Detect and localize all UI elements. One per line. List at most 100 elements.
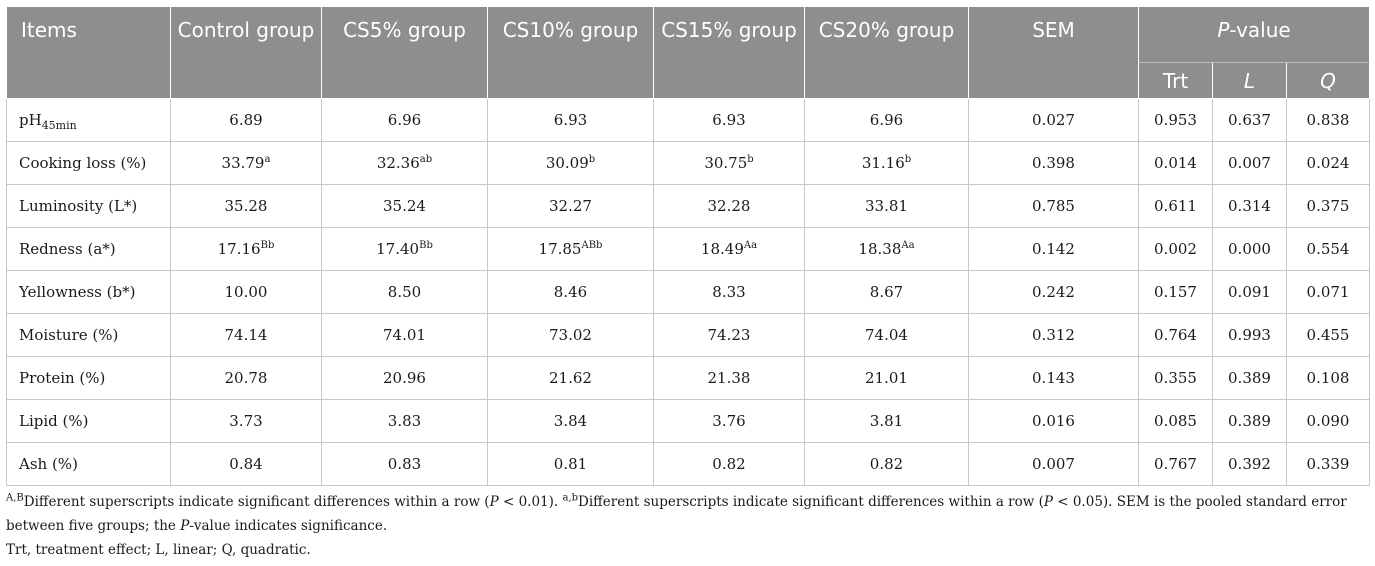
row-label-text: Luminosity (L*) — [19, 197, 138, 215]
group-value-cell: 6.96 — [804, 98, 969, 142]
row-label-subscript: 45min — [41, 119, 77, 132]
group-value-cell: 32.27 — [487, 184, 654, 228]
group-value-cell: 73.02 — [487, 313, 654, 357]
significance-superscript: Bb — [260, 240, 275, 251]
group-value-cell: 3.73 — [170, 399, 322, 443]
group-value: 0.83 — [387, 455, 422, 473]
group-value-cell: 6.93 — [653, 98, 805, 142]
table-row: Protein (%) 20.78 20.96 21.62 21.38 21.01 0.14… — [6, 356, 1371, 400]
group-value: 17.40 — [376, 240, 420, 258]
group-value-cell: 6.89 — [170, 98, 322, 142]
row-label-text: Lipid (%) — [19, 412, 89, 430]
group-value-cell: 74.04 — [804, 313, 969, 357]
table-row: Lipid (%) 3.73 3.83 3.84 3.76 3.81 0.016 0.085 0… — [6, 399, 1371, 443]
header-quadratic-label: Q — [1320, 68, 1336, 93]
group-value: 18.49 — [700, 240, 744, 258]
group-value-cell: 31.16b — [804, 141, 969, 185]
group-value-cell: 0.82 — [804, 442, 969, 486]
table-row: Redness (a*) 17.16Bb 17.40Bb 17.85ABb 18.49A… — [6, 227, 1371, 271]
table-row: pH45min 6.89 6.96 6.93 6.93 6.96 0.027 0.953 0.6… — [6, 98, 1371, 142]
pvalue-trt: 0.014 — [1138, 141, 1213, 185]
group-value-cell: 3.83 — [321, 399, 488, 443]
group-value: 74.04 — [865, 326, 908, 344]
table-row: Cooking loss (%) 33.79a 32.36ab 30.09b 30.75… — [6, 141, 1371, 185]
group-value: 74.23 — [707, 326, 751, 344]
pvalue-quadratic: 0.024 — [1285, 141, 1371, 185]
group-value-cell: 3.81 — [804, 399, 969, 443]
group-value: 6.93 — [553, 111, 588, 129]
group-value-cell: 10.00 — [170, 270, 322, 314]
pvalue-trt: 0.767 — [1138, 442, 1213, 486]
footnote-text: Different superscripts indicate signific… — [23, 494, 490, 510]
group-value: 18.38 — [858, 240, 902, 258]
footnote-p: P — [1043, 494, 1053, 510]
row-label: Protein (%) — [6, 356, 171, 400]
group-value-cell: 6.96 — [321, 98, 488, 142]
pvalue-quadratic: 0.554 — [1285, 227, 1371, 271]
sem-value: 0.016 — [968, 399, 1139, 443]
group-value-cell: 8.46 — [487, 270, 654, 314]
row-label: Moisture (%) — [6, 313, 171, 357]
pvalue-quadratic: 0.838 — [1285, 98, 1371, 142]
table-figure: Items Control group CS5% group CS10% gro… — [6, 6, 1371, 562]
group-value: 3.84 — [553, 412, 588, 430]
group-value: 73.02 — [549, 326, 592, 344]
group-value: 3.76 — [712, 412, 746, 430]
group-value-cell: 0.81 — [487, 442, 654, 486]
group-value: 3.83 — [387, 412, 422, 430]
group-value-cell: 74.23 — [653, 313, 805, 357]
group-value-cell: 35.28 — [170, 184, 322, 228]
group-value: 3.81 — [869, 412, 904, 430]
results-table: Items Control group CS5% group CS10% gro… — [6, 6, 1371, 486]
group-value: 0.84 — [229, 455, 263, 473]
group-value: 0.81 — [553, 455, 588, 473]
pvalue-trt: 0.355 — [1138, 356, 1213, 400]
group-value-cell: 17.40Bb — [321, 227, 488, 271]
pvalue-linear: 0.000 — [1212, 227, 1287, 271]
footnote-1: A,BDifferent superscripts indicate signi… — [6, 490, 1369, 538]
group-value: 35.28 — [224, 197, 268, 215]
group-value-cell: 17.16Bb — [170, 227, 322, 271]
sem-value: 0.142 — [968, 227, 1139, 271]
sem-value: 0.007 — [968, 442, 1139, 486]
group-value-cell: 20.96 — [321, 356, 488, 400]
pvalue-trt: 0.085 — [1138, 399, 1213, 443]
pvalue-trt: 0.764 — [1138, 313, 1213, 357]
pvalue-trt: 0.611 — [1138, 184, 1213, 228]
group-value: 0.82 — [712, 455, 746, 473]
group-value-cell: 8.33 — [653, 270, 805, 314]
group-value: 74.01 — [383, 326, 426, 344]
sem-value: 0.312 — [968, 313, 1139, 357]
group-value: 35.24 — [383, 197, 426, 215]
group-value: 74.14 — [224, 326, 268, 344]
header-group: Control group — [170, 6, 322, 99]
group-value: 6.96 — [387, 111, 422, 129]
header-group: CS5% group — [321, 6, 488, 99]
group-value: 32.28 — [707, 197, 751, 215]
header-pvalue: P-value — [1137, 6, 1371, 63]
group-value-cell: 35.24 — [321, 184, 488, 228]
pvalue-quadratic: 0.071 — [1285, 270, 1371, 314]
header-trt: Trt — [1138, 62, 1213, 99]
group-value: 20.78 — [224, 369, 268, 387]
row-label: Yellowness (b*) — [6, 270, 171, 314]
significance-superscript: a — [264, 154, 271, 165]
group-value: 21.38 — [707, 369, 751, 387]
row-label: Lipid (%) — [6, 399, 171, 443]
pvalue-quadratic: 0.108 — [1285, 356, 1371, 400]
significance-superscript: Aa — [743, 240, 758, 251]
pvalue-linear: 0.314 — [1212, 184, 1287, 228]
header-items: Items — [6, 6, 171, 99]
header-group: CS10% group — [487, 6, 654, 99]
table-body: pH45min 6.89 6.96 6.93 6.93 6.96 0.027 0.953 0.6… — [6, 98, 1371, 486]
group-value-cell: 17.85ABb — [487, 227, 654, 271]
group-value-cell: 3.84 — [487, 399, 654, 443]
pvalue-quadratic: 0.090 — [1285, 399, 1371, 443]
pvalue-trt: 0.953 — [1138, 98, 1213, 142]
row-label-text: Yellowness (b*) — [19, 283, 136, 301]
group-value: 30.75 — [704, 154, 748, 172]
header-group: CS20% group — [804, 6, 969, 99]
group-value: 32.27 — [549, 197, 592, 215]
group-value-cell: 33.81 — [804, 184, 969, 228]
significance-superscript: b — [904, 154, 912, 165]
